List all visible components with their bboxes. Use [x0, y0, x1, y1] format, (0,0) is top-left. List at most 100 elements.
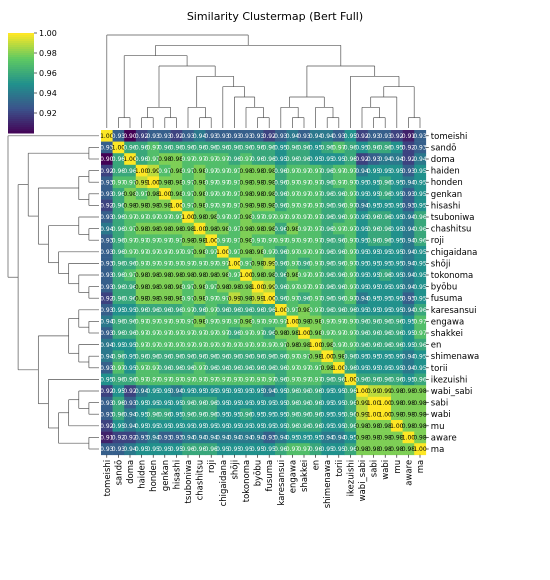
column-label: fusuma: [265, 460, 275, 492]
cell-value-label: 0.94: [355, 168, 369, 175]
heatmap-cell: [298, 431, 311, 444]
heatmap-cell: [135, 315, 148, 328]
cell-value-label: 0.94: [181, 435, 195, 442]
cell-value-label: 0.93: [239, 133, 253, 140]
heatmap-cell: [193, 327, 206, 340]
cell-value-label: 0.95: [112, 423, 126, 430]
heatmap-cell: [263, 373, 276, 386]
cell-value-label: 0.98: [123, 191, 137, 198]
colorbar-segment: [8, 65, 34, 68]
heatmap-cell: [321, 304, 334, 316]
cell-value-label: 0.96: [274, 191, 288, 198]
heatmap-cell: [391, 164, 403, 177]
cell-value-label: 1.00: [239, 272, 253, 279]
cell-value-label: 0.94: [274, 435, 288, 442]
cell-value-label: 0.96: [321, 272, 335, 279]
heatmap-cell: [182, 153, 195, 166]
heatmap-cell: [286, 373, 299, 386]
cell-value-label: 0.95: [402, 319, 416, 326]
cell-value-label: 0.97: [123, 237, 137, 244]
heatmap-cell: [170, 292, 183, 305]
cell-value-label: 0.96: [379, 377, 393, 384]
cell-value-label: 0.95: [367, 353, 381, 360]
cell-value-label: 0.98: [309, 319, 323, 326]
heatmap-cell: [414, 304, 427, 316]
cell-value-label: 1.00: [402, 435, 416, 442]
heatmap-cell: [170, 443, 183, 456]
cell-value-label: 0.95: [205, 388, 219, 395]
heatmap-cell: [379, 222, 392, 235]
heatmap-cell: [240, 327, 253, 340]
cell-value-label: 0.96: [170, 365, 184, 372]
heatmap-cell: [391, 385, 403, 398]
heatmap-cell: [321, 130, 334, 142]
cell-value-label: 0.95: [355, 249, 369, 256]
heatmap-cell: [112, 350, 125, 363]
heatmap-cell: [217, 373, 229, 386]
heatmap-cell: [112, 396, 125, 409]
heatmap-cell: [251, 350, 264, 363]
cell-value-label: 0.97: [321, 330, 335, 337]
heatmap-cell: [402, 257, 415, 270]
cell-value-label: 1.00: [263, 295, 277, 302]
cell-value-label: 0.98: [413, 423, 427, 430]
heatmap-cell: [263, 443, 276, 456]
heatmap-cell: [101, 315, 113, 328]
cell-value-label: 0.97: [344, 168, 358, 175]
cell-value-label: 0.97: [147, 249, 161, 256]
cell-value-label: 0.97: [344, 284, 358, 291]
heatmap-cell: [147, 176, 160, 189]
cell-value-label: 0.97: [286, 446, 300, 453]
cell-value-label: 0.98: [355, 446, 369, 453]
heatmap-cell: [275, 222, 287, 235]
heatmap-cell: [135, 130, 148, 142]
heatmap-cell: [251, 188, 264, 200]
heatmap-cell: [159, 304, 171, 316]
heatmap-cell: [356, 199, 369, 212]
row-label: roji: [431, 236, 444, 246]
cell-value-label: 0.98: [170, 284, 184, 291]
heatmap-cell: [205, 280, 218, 293]
heatmap-cell: [321, 280, 334, 293]
heatmap-cell: [367, 431, 380, 444]
cell-value-label: 0.96: [413, 307, 427, 314]
cell-value-label: 0.95: [390, 214, 404, 221]
cell-value-label: 0.98: [158, 284, 172, 291]
cell-value-label: 0.99: [135, 179, 149, 186]
cell-value-label: 0.97: [332, 179, 346, 186]
colorbar-segment: [8, 119, 34, 122]
heatmap-cell: [333, 396, 345, 409]
heatmap-cell: [391, 234, 403, 247]
heatmap-cell: [251, 373, 264, 386]
cell-value-label: 0.96: [321, 179, 335, 186]
cell-value-label: 0.95: [379, 307, 393, 314]
heatmap-cell: [251, 141, 264, 154]
cell-value-label: 0.96: [332, 284, 346, 291]
heatmap-cell: [170, 280, 183, 293]
cell-value-label: 0.95: [367, 168, 381, 175]
colorbar-segment: [8, 47, 34, 50]
heatmap-cell: [112, 141, 125, 154]
heatmap-cell: [309, 257, 322, 270]
cell-value-label: 0.98: [170, 295, 184, 302]
heatmap-cell: [112, 443, 125, 456]
colorbar-segment: [8, 91, 34, 94]
cell-value-label: 0.98: [239, 284, 253, 291]
cell-value-label: 0.93: [100, 272, 114, 279]
cell-value-label: 0.98: [135, 226, 149, 233]
heatmap-cell: [182, 396, 195, 409]
heatmap-cell: [344, 373, 357, 386]
heatmap-cell: [333, 420, 345, 432]
heatmap-cell: [124, 315, 137, 328]
heatmap-cell: [101, 164, 113, 177]
cell-value-label: 0.96: [263, 145, 277, 152]
heatmap-cell: [135, 269, 148, 282]
colorbar-segment: [8, 125, 34, 128]
cell-value-label: 0.96: [251, 365, 265, 372]
cell-value-label: 0.98: [239, 249, 253, 256]
heatmap-cell: [101, 269, 113, 282]
heatmap-cell: [298, 362, 311, 374]
heatmap-cell: [286, 396, 299, 409]
heatmap-cell: [298, 153, 311, 166]
colorbar-segment: [8, 117, 34, 120]
